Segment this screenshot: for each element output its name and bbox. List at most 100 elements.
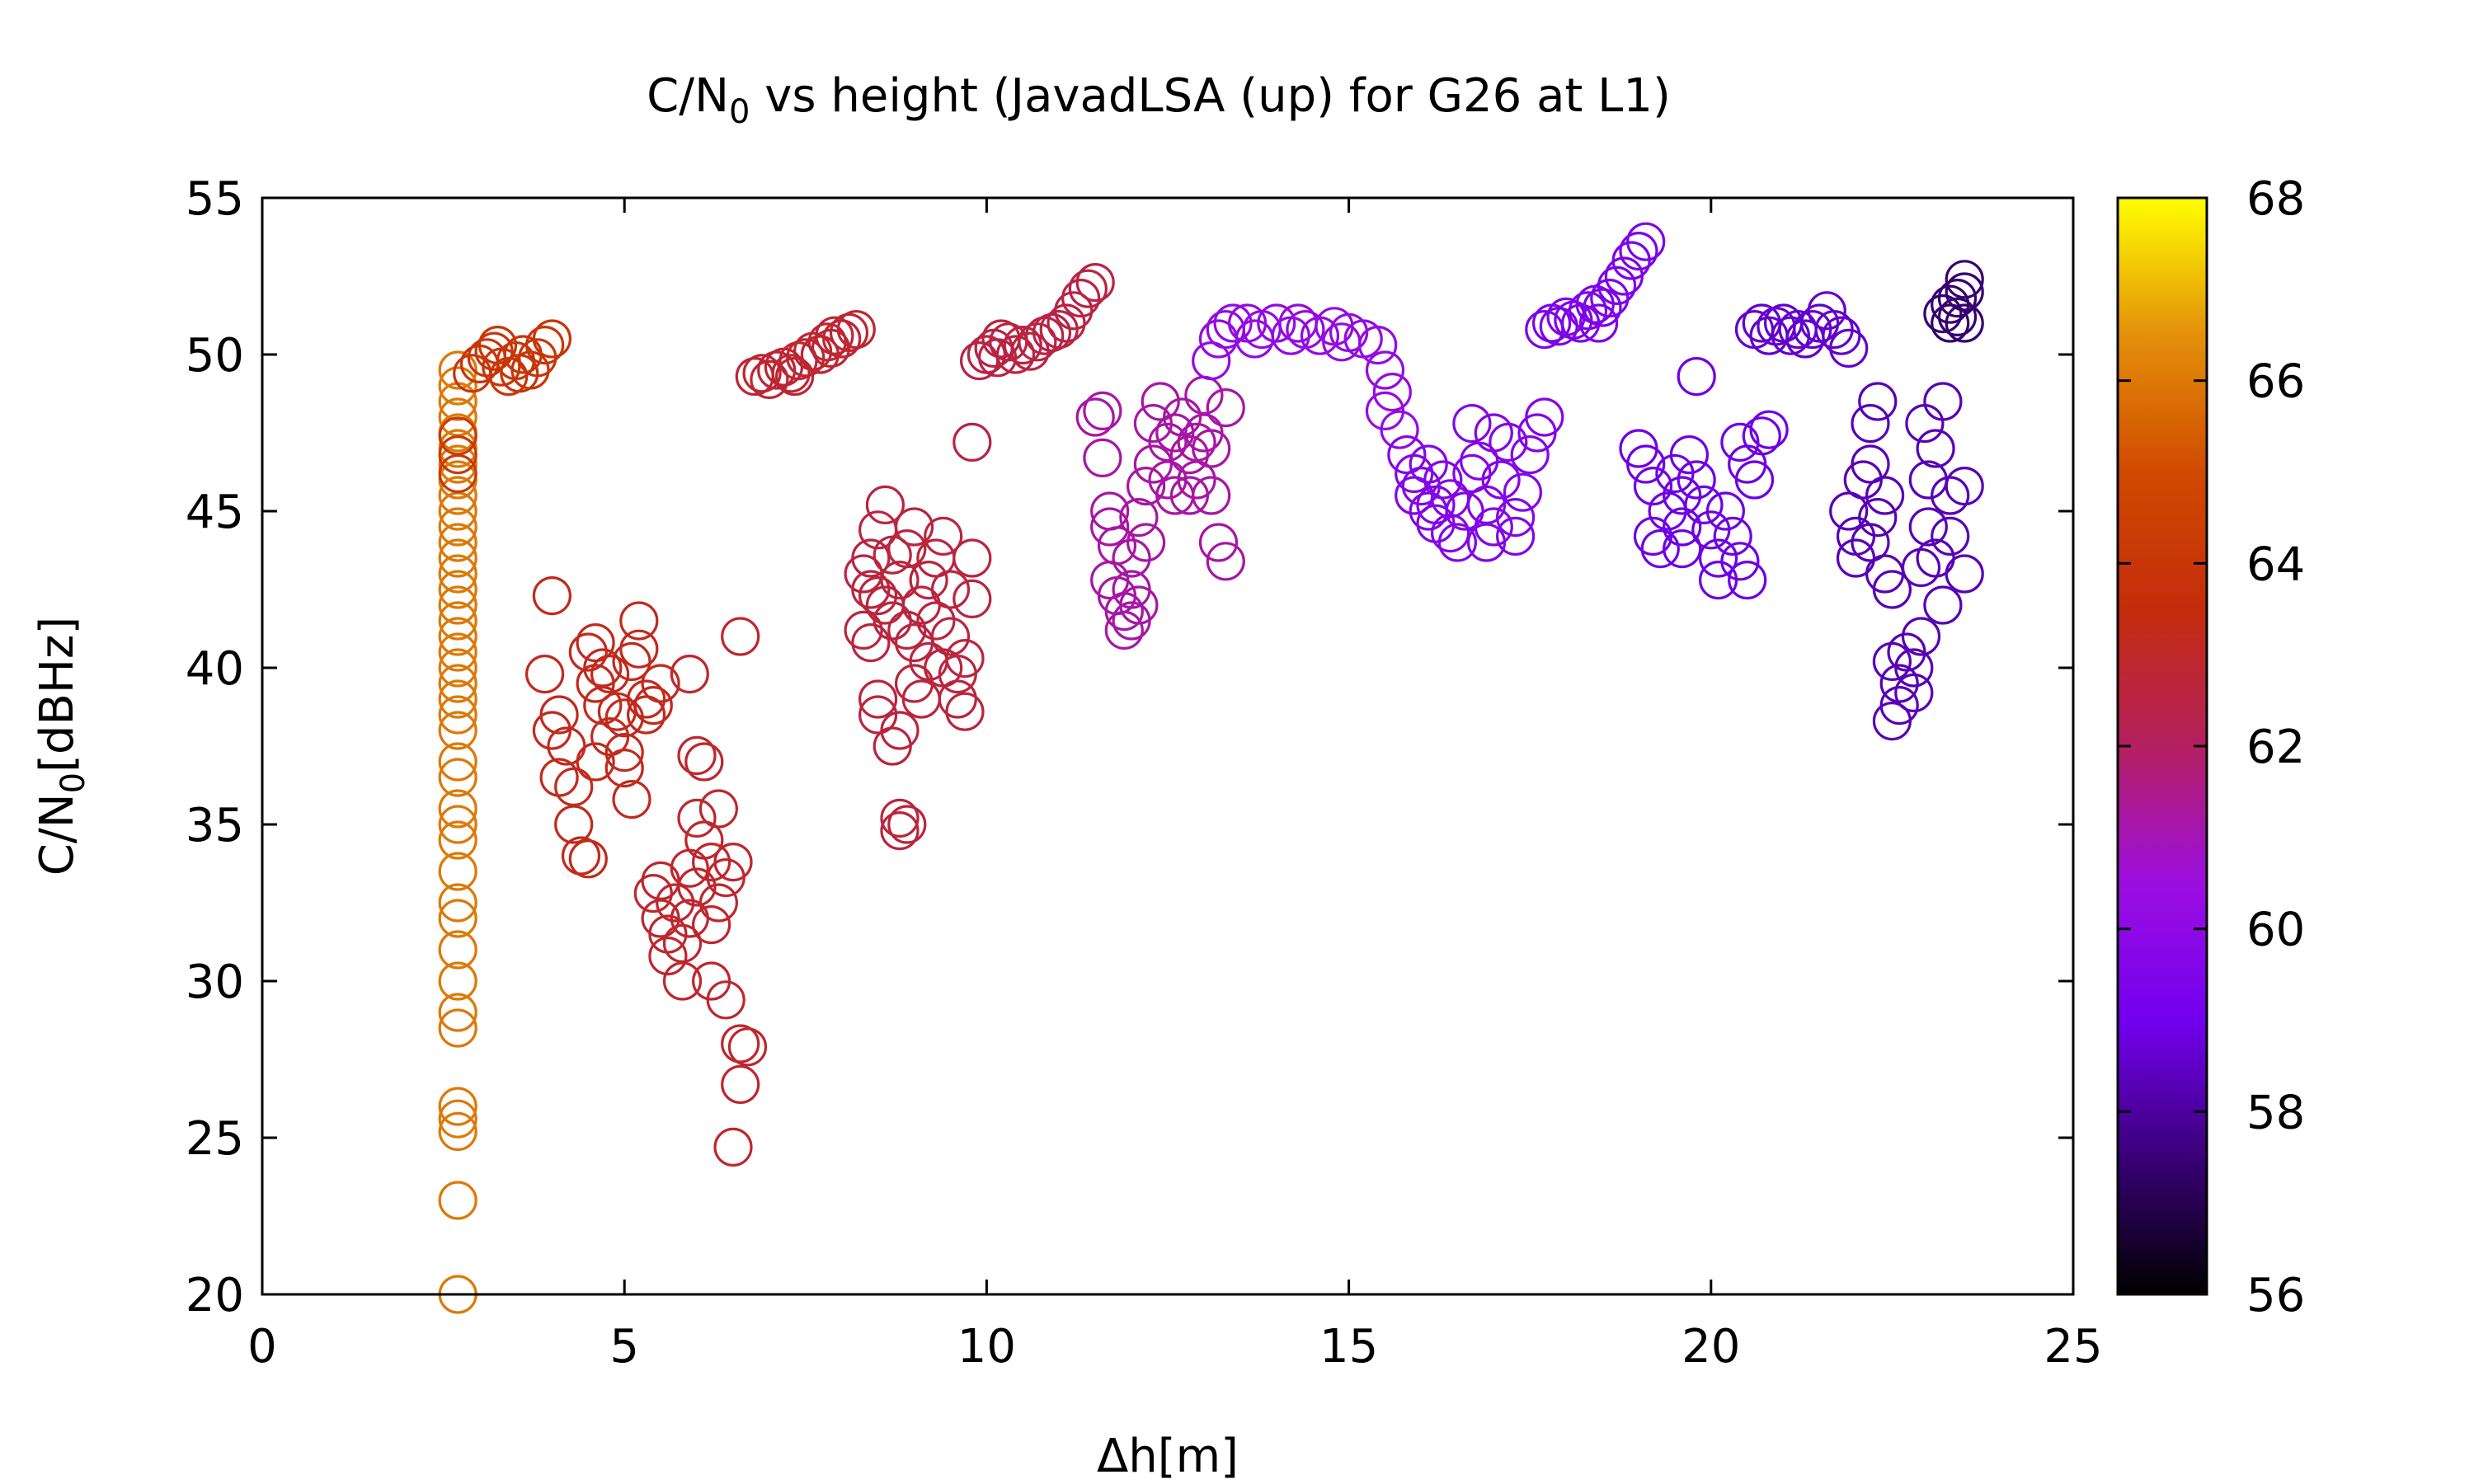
data-point (438, 961, 477, 1001)
data-point (438, 601, 477, 641)
data-point (887, 610, 927, 650)
data-point (851, 622, 891, 663)
data-point (1075, 263, 1115, 303)
data-point (438, 507, 477, 547)
data-point (1206, 542, 1245, 581)
data-point (619, 629, 659, 669)
data-point (438, 648, 477, 688)
data-point (1720, 422, 1760, 463)
data-point (1003, 326, 1042, 365)
data-point (633, 873, 673, 913)
data-point (938, 679, 977, 719)
data-point (438, 820, 477, 860)
data-point (1126, 466, 1166, 506)
data-point (438, 1008, 477, 1048)
data-point (698, 883, 739, 923)
y-axis-label: C/N0[dBHz] (31, 617, 92, 876)
y-tick-label: 45 (186, 486, 244, 539)
data-point (438, 1087, 477, 1126)
data-point (851, 538, 891, 578)
data-point (1663, 528, 1702, 569)
data-point (1619, 232, 1658, 271)
data-point (713, 1127, 753, 1167)
data-point (576, 622, 615, 663)
data-point (1409, 444, 1448, 484)
data-point (1489, 422, 1528, 463)
data-point (670, 848, 709, 888)
data-point (438, 852, 477, 891)
data-point (438, 930, 477, 970)
data-point (691, 904, 731, 945)
data-point (532, 575, 572, 616)
data-point (1198, 319, 1239, 359)
data-point (1626, 222, 1666, 261)
data-point (706, 980, 745, 1020)
x-axis-label: Δh[m] (1097, 1430, 1239, 1483)
x-tick-label: 25 (2044, 1320, 2102, 1374)
data-point (1083, 391, 1122, 430)
data-point (524, 326, 565, 365)
data-point (1663, 507, 1702, 547)
data-point (1937, 297, 1978, 336)
data-point (858, 695, 898, 735)
data-point (438, 679, 477, 719)
x-tick-label: 0 (247, 1320, 277, 1374)
data-point (1829, 491, 1869, 531)
colorbar-tick-label: 68 (2246, 172, 2305, 226)
data-point (750, 359, 789, 399)
scatter-points (438, 222, 1984, 1314)
data-point (1358, 326, 1398, 365)
data-point (1365, 350, 1405, 390)
data-point (1728, 560, 1767, 600)
data-point (1119, 497, 1159, 538)
data-point (1192, 476, 1231, 515)
data-point (1771, 316, 1810, 355)
data-point (807, 322, 847, 362)
x-tick-label: 20 (1681, 1320, 1740, 1374)
data-point (576, 742, 615, 782)
data-point (887, 528, 927, 569)
data-point (1684, 485, 1724, 525)
data-point (1807, 291, 1846, 331)
x-tick-label: 5 (609, 1320, 639, 1374)
data-point (1235, 319, 1275, 359)
data-point (438, 538, 477, 578)
data-point (865, 485, 905, 525)
x-tick-label: 10 (957, 1320, 1016, 1374)
data-point (1112, 538, 1151, 578)
colorbar-tick-label: 56 (2246, 1269, 2305, 1322)
data-point (438, 1111, 477, 1152)
data-point (691, 842, 731, 882)
data-point (811, 328, 851, 368)
data-point (438, 523, 477, 562)
data-point (438, 453, 477, 494)
data-point (880, 810, 920, 851)
data-point (1865, 476, 1905, 515)
data-point (1597, 265, 1637, 305)
data-point (568, 839, 608, 879)
data-point (1916, 429, 1955, 468)
data-point (477, 326, 518, 365)
data-point (554, 805, 594, 844)
data-point (1663, 476, 1702, 515)
chart-title: C/N0 vs height (JavadLSA (up) for G26 at… (647, 69, 1671, 131)
data-point (500, 354, 539, 393)
colorbar-axis: 56 58 60 62 64 66 68 (2118, 172, 2305, 1322)
data-point (952, 538, 992, 578)
data-point (612, 641, 651, 682)
data-point (438, 476, 477, 515)
data-point (1083, 438, 1122, 478)
data-point (786, 338, 825, 378)
data-point (438, 805, 477, 844)
data-point (771, 354, 811, 393)
data-point (626, 679, 666, 719)
data-point (1126, 523, 1166, 562)
data-point (1075, 397, 1115, 437)
data-point (894, 507, 934, 547)
data-point (1278, 303, 1318, 343)
data-point (1705, 491, 1745, 531)
data-point (1945, 260, 1984, 299)
data-point (438, 742, 477, 782)
data-point (872, 726, 912, 766)
y-tick-label: 30 (186, 956, 244, 1009)
